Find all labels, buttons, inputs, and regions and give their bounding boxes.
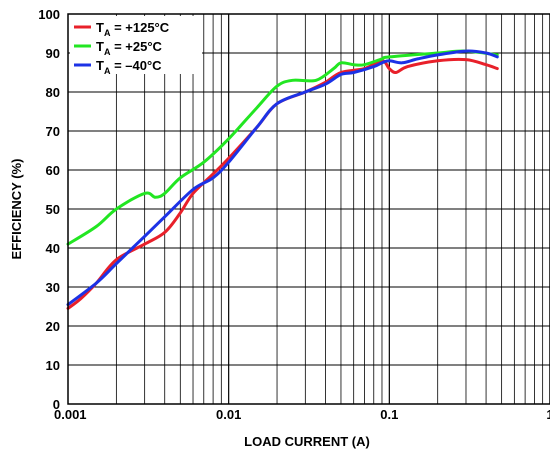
legend-background [70,16,202,74]
legend: TA = +125°CTA = +25°CTA = –40°C [70,16,202,76]
y-axis-label: EFFICIENCY (%) [9,159,24,260]
y-tick-label: 0 [53,397,60,412]
legend-condition: = –40°C [110,58,162,73]
y-tick-label: 20 [46,319,60,334]
legend-symbol: T [96,20,104,35]
y-tick-labels: 0 10 20 30 40 50 60 70 80 90 100 [38,7,60,412]
legend-condition: = +125°C [110,20,169,35]
series-line-125c [66,57,499,310]
x-tick-label: 0.1 [380,407,398,422]
x-axis-label: LOAD CURRENT (A) [244,434,370,449]
y-tick-label: 40 [46,241,60,256]
legend-subscript: A [104,28,111,38]
legend-symbol: T [96,39,104,54]
x-tick-labels: 0.001 0.01 0.1 1 [54,407,550,422]
series-line-minus40c [66,49,499,307]
plot-frame [67,13,550,405]
legend-condition: = +25°C [110,39,162,54]
legend-subscript: A [104,66,111,76]
y-tick-label: 90 [46,46,60,61]
y-tick-label: 10 [46,358,60,373]
y-tick-label: 30 [46,280,60,295]
y-tick-label: 50 [46,202,60,217]
legend-subscript: A [104,47,111,57]
y-tick-label: 60 [46,163,60,178]
x-tick-label: 1 [546,407,550,422]
x-tick-label: 0.01 [216,407,241,422]
curves [66,49,499,310]
legend-entry: TA = +125°C [96,20,170,38]
y-tick-label: 70 [46,124,60,139]
legend-entry: TA = +25°C [96,39,163,57]
grid [68,14,550,404]
y-tick-label: 100 [38,7,60,22]
y-tick-label: 80 [46,85,60,100]
x-tick-label: 0.001 [54,407,87,422]
series-line-25c [66,49,499,246]
legend-entry: TA = –40°C [96,58,162,76]
legend-symbol: T [96,58,104,73]
